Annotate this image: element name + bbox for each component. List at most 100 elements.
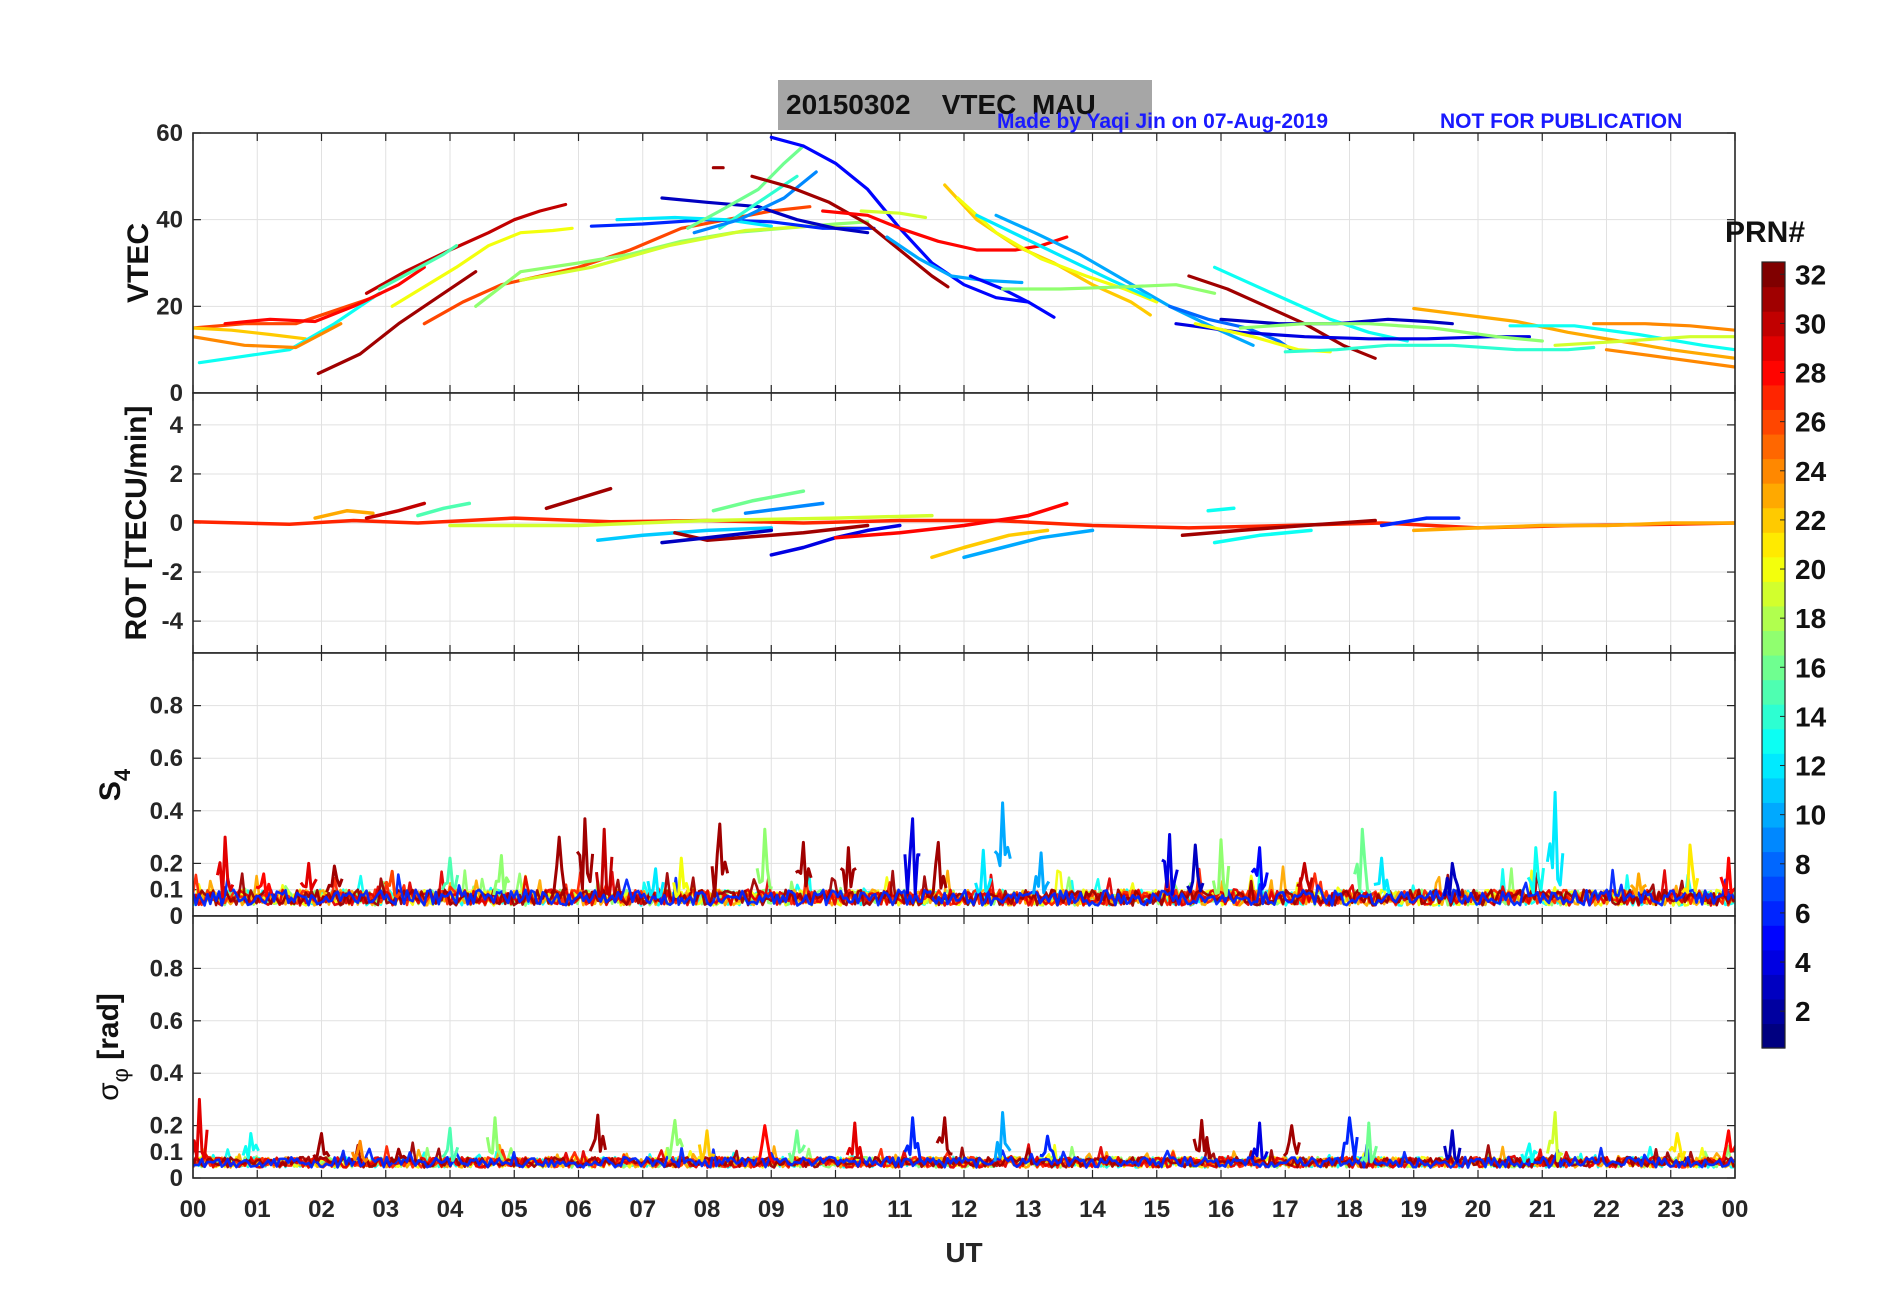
colorbar-tick-label: 2 [1795, 996, 1811, 1027]
prn-24-trace [1592, 322, 1735, 332]
y-tick-label: 0.1 [150, 1139, 183, 1166]
prn-29-spike [215, 835, 235, 899]
prn-16-spike [787, 1129, 807, 1163]
y-tick-label: -4 [162, 608, 184, 635]
colorbar-tick-label: 6 [1795, 898, 1811, 929]
prn-29-spike [845, 1121, 864, 1162]
y-axis-label-s4: S4 [94, 768, 135, 801]
colorbar-tick-label: 30 [1795, 308, 1826, 339]
x-tick-label: 18 [1336, 1196, 1363, 1223]
prn-19-spike [1545, 1111, 1564, 1163]
colorbar-segment [1762, 728, 1785, 754]
prn-14-trace [718, 174, 799, 230]
colorbar-segment [1762, 433, 1785, 460]
prn-22-spike [697, 1129, 716, 1162]
colorbar-segment [1762, 753, 1785, 779]
prn-12-trace [615, 215, 773, 228]
y-tick-label: 40 [156, 207, 183, 234]
prn-31-spike [839, 846, 857, 894]
y-tick-label: 0 [170, 903, 183, 930]
panel-frame [192, 915, 1736, 1179]
x-tick-label: 10 [822, 1196, 849, 1223]
prn-16-spike [1353, 827, 1372, 895]
colorbar-segment [1762, 826, 1785, 853]
prn-21-spike [1668, 1132, 1687, 1161]
prn-17-trace [1000, 283, 1217, 295]
y-tick-label: -2 [162, 559, 183, 586]
y-tick-label: 0.2 [150, 850, 183, 877]
y-tick-label: 0.8 [150, 955, 183, 982]
prn-24-trace [1604, 348, 1735, 369]
y-tick-label: 0.4 [150, 1060, 184, 1087]
prn-23-trace [1412, 306, 1735, 360]
prn-30-trace [364, 202, 568, 295]
prn-15-trace [377, 244, 458, 291]
prn-10-spike [993, 1111, 1012, 1162]
prn-3-spike [1186, 843, 1205, 894]
prn-13-spike [1526, 846, 1545, 895]
colorbar-segment [1762, 704, 1785, 730]
prn-3-trace [660, 528, 774, 545]
prn-13-trace [1206, 506, 1236, 513]
y-tick-label: 0.6 [150, 1008, 183, 1035]
panel-sigma_phi: 00.10.2 0.4 0.6 0.8 [150, 915, 1736, 1192]
colorbar-segment [1762, 360, 1785, 386]
prn-28-spike [255, 872, 273, 898]
prn-28-spike [1719, 856, 1735, 897]
prn-10-spike [993, 801, 1012, 868]
prn-31-spike [1282, 1124, 1301, 1157]
x-tick-label: 06 [565, 1196, 592, 1223]
x-tick-label: 00 [1722, 1196, 1749, 1223]
prn-15-spike [441, 1126, 460, 1162]
colorbar-segment [1762, 556, 1785, 582]
prn-20-trace [955, 196, 1159, 304]
prn-17-spike [492, 854, 511, 896]
x-tick-label: 22 [1593, 1196, 1620, 1223]
prn-21-spike [1681, 843, 1700, 894]
prn-31-trace [1180, 518, 1377, 538]
colorbar-segment [1762, 384, 1785, 410]
prn-5-spike [1250, 846, 1269, 891]
colorbar-segment [1762, 655, 1785, 681]
y-tick-label: 0 [170, 380, 183, 407]
colorbar-tick-label: 16 [1795, 652, 1826, 683]
x-tick-label: 11 [887, 1196, 912, 1223]
x-tick-label: 13 [1015, 1196, 1042, 1223]
prn-19-trace [1553, 335, 1735, 347]
colorbar-tick-label: 14 [1795, 701, 1827, 732]
y-axis-label-sigma_phi: σφ [rad] [92, 993, 133, 1101]
prn-4-spike [1250, 1121, 1269, 1160]
prn-22-trace [930, 528, 1050, 560]
prn-31-trace [544, 486, 613, 511]
prn-16-trace [686, 144, 806, 230]
title-date: 20150302 [786, 89, 911, 120]
prn-31-trace [193, 869, 1735, 907]
panel-s4: 00.10.2 0.4 0.6 0.8 [150, 652, 1736, 930]
colorbar-tick-label: 22 [1795, 505, 1826, 536]
x-tick-label: 21 [1529, 1196, 1556, 1223]
colorbar-segment [1762, 605, 1785, 632]
colorbar-tick-label: 32 [1795, 259, 1826, 290]
prn-13-trace [197, 291, 381, 365]
prn-13-trace [1508, 324, 1735, 352]
prn-13-trace [1212, 265, 1409, 343]
colorbar-segment [1762, 802, 1785, 828]
y-tick-label: 0.2 [150, 1113, 183, 1140]
prn-3-trace [1219, 317, 1454, 326]
prn-13-spike [241, 1132, 260, 1160]
prn-31-spike [550, 835, 568, 895]
prn-3-trace [660, 196, 870, 235]
prn-30-trace [364, 501, 427, 520]
panel-rot: -4 -2 0 2 4 [162, 392, 1736, 654]
colorbar-segment [1762, 507, 1785, 533]
prn-29-spike [299, 861, 318, 892]
colorbar-segment [1762, 679, 1785, 705]
prn-31-trace [316, 270, 478, 376]
x-tick-label: 00 [180, 1196, 207, 1223]
x-tick-label: 02 [308, 1196, 335, 1223]
colorbar-tick-label: 24 [1795, 456, 1827, 487]
panel-data [193, 790, 1735, 907]
prn-16-trace [711, 489, 806, 513]
colorbar-segment [1762, 949, 1785, 975]
